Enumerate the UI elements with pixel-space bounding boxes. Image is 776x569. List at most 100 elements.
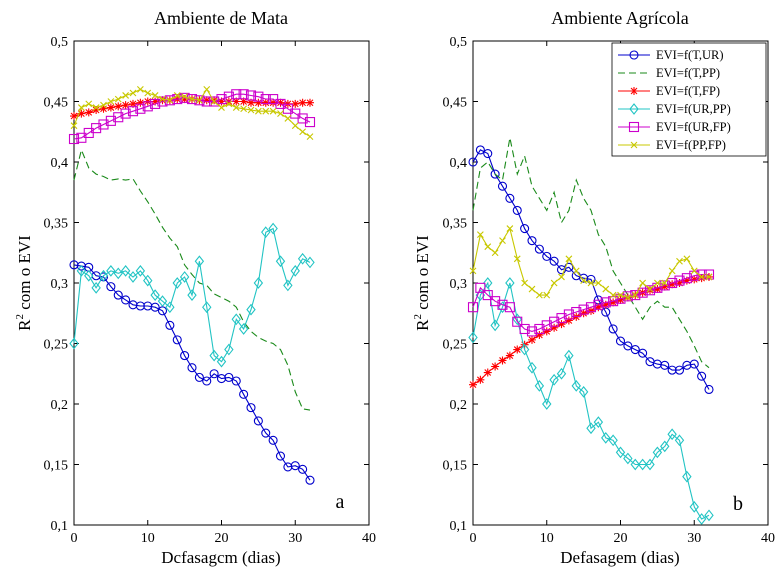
data-point bbox=[92, 105, 101, 114]
data-point bbox=[180, 351, 190, 361]
data-point bbox=[84, 108, 93, 117]
data-point bbox=[121, 295, 131, 305]
legend-label: EVI=f(PP,FP) bbox=[656, 138, 726, 152]
y-tick-label: 0,3 bbox=[450, 277, 468, 292]
legend-item-evi-f-t-fp: EVI=f(T,FP) bbox=[618, 84, 720, 98]
legend-marker bbox=[630, 141, 638, 149]
y-tick-label: 0,35 bbox=[44, 217, 69, 232]
series-evi-f-ur-pp bbox=[69, 222, 315, 368]
data-point bbox=[637, 458, 648, 471]
data-point bbox=[623, 341, 633, 351]
data-point bbox=[608, 324, 618, 334]
data-point bbox=[556, 313, 567, 324]
data-point bbox=[194, 372, 204, 382]
data-point bbox=[571, 306, 582, 318]
data-point bbox=[475, 145, 485, 155]
data-point bbox=[697, 371, 707, 381]
data-point bbox=[490, 169, 500, 179]
data-point bbox=[218, 104, 225, 111]
data-point bbox=[240, 105, 248, 113]
data-point bbox=[181, 93, 189, 101]
data-point bbox=[512, 205, 522, 215]
data-point bbox=[682, 470, 692, 483]
data-point bbox=[644, 285, 656, 296]
data-point bbox=[587, 306, 595, 315]
series-evi-f-ur-pp bbox=[468, 277, 714, 525]
y-axis-label-rest: com o EVI bbox=[15, 235, 34, 314]
data-point bbox=[306, 133, 314, 140]
data-point bbox=[85, 100, 93, 108]
data-point bbox=[172, 335, 182, 345]
data-point bbox=[549, 256, 559, 266]
y-tick-label: 0,25 bbox=[44, 338, 69, 353]
data-point bbox=[91, 281, 101, 294]
x-axis-ticks: 0 10 20 30 40 bbox=[71, 41, 376, 546]
data-point bbox=[543, 291, 551, 299]
data-point bbox=[135, 103, 146, 114]
data-point bbox=[297, 113, 308, 124]
data-point bbox=[113, 112, 124, 123]
data-point bbox=[202, 376, 212, 386]
data-point bbox=[157, 96, 168, 107]
legend-label: EVI=f(T,PP) bbox=[656, 66, 720, 80]
data-point bbox=[704, 509, 714, 522]
data-point bbox=[305, 475, 315, 485]
series-evi-f-pp-fp bbox=[70, 86, 314, 140]
legend-label: EVI=f(UR,FP) bbox=[656, 120, 731, 134]
data-point bbox=[467, 302, 479, 313]
data-point bbox=[541, 320, 552, 331]
data-point bbox=[305, 256, 315, 269]
data-point bbox=[565, 255, 573, 263]
data-point bbox=[144, 89, 152, 97]
data-point bbox=[269, 98, 278, 107]
data-point bbox=[91, 123, 102, 134]
data-point bbox=[298, 98, 307, 107]
data-point bbox=[653, 285, 662, 294]
data-point bbox=[682, 276, 691, 285]
data-point bbox=[594, 303, 603, 312]
data-point bbox=[527, 236, 537, 246]
data-point bbox=[652, 446, 663, 459]
data-point bbox=[209, 349, 219, 362]
data-point bbox=[600, 297, 611, 308]
data-point bbox=[105, 115, 116, 126]
data-point bbox=[534, 379, 545, 392]
data-point bbox=[558, 273, 565, 281]
data-point bbox=[99, 104, 108, 113]
data-point bbox=[542, 327, 551, 336]
y-tick-label: 0,2 bbox=[450, 398, 468, 413]
data-point bbox=[70, 122, 78, 130]
data-point bbox=[100, 101, 107, 109]
series-evi-f-t-ur bbox=[69, 260, 315, 485]
data-point bbox=[216, 355, 227, 368]
series-evi-f-pp-fp bbox=[469, 225, 713, 301]
data-point bbox=[499, 237, 506, 245]
data-point bbox=[617, 291, 624, 299]
data-point bbox=[542, 251, 552, 261]
data-point bbox=[609, 298, 618, 307]
data-point bbox=[660, 282, 669, 291]
data-point bbox=[69, 337, 79, 350]
legend-marker bbox=[629, 103, 639, 115]
data-point bbox=[291, 99, 300, 108]
data-point bbox=[624, 294, 632, 301]
data-point bbox=[587, 279, 595, 287]
data-point bbox=[245, 90, 257, 101]
data-point bbox=[68, 133, 80, 145]
data-point bbox=[157, 295, 168, 308]
panel-label: b bbox=[733, 493, 743, 515]
data-point bbox=[98, 119, 109, 130]
legend-item-evi-f-ur-pp: EVI=f(UR,PP) bbox=[618, 102, 731, 116]
data-point bbox=[299, 128, 307, 136]
data-point bbox=[203, 86, 211, 93]
data-point bbox=[690, 275, 699, 284]
y-tick-label: 0,35 bbox=[443, 217, 468, 232]
data-point bbox=[114, 102, 123, 111]
data-point bbox=[593, 416, 604, 429]
data-point bbox=[129, 99, 137, 108]
x-axis-label: Defasagem (dias) bbox=[560, 548, 679, 567]
panel-ambiente-agricola: Ambiente Agrícola 0,10,150,20,250,30,350… bbox=[412, 8, 775, 567]
data-point bbox=[239, 389, 249, 399]
data-point bbox=[564, 349, 574, 362]
legend-item-evi-f-ur-fp: EVI=f(UR,FP) bbox=[618, 120, 731, 134]
